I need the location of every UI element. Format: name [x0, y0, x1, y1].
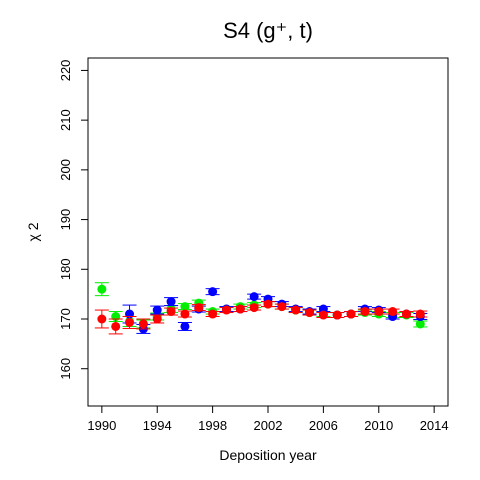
data-point — [318, 310, 328, 320]
y-tick-label: 210 — [58, 109, 73, 131]
data-point — [263, 299, 273, 309]
plot-area — [94, 282, 428, 335]
data-point — [97, 314, 107, 324]
data-point — [97, 284, 107, 294]
x-axis-label: Deposition year — [219, 447, 317, 463]
data-point — [152, 314, 162, 324]
y-tick-label: 180 — [58, 258, 73, 280]
data-point — [166, 297, 176, 307]
x-tick-label: 2002 — [254, 418, 283, 433]
data-point — [401, 309, 411, 319]
data-point — [346, 309, 356, 319]
x-tick-label: 1990 — [87, 418, 116, 433]
x-tick-label: 2010 — [364, 418, 393, 433]
y-tick-label: 220 — [58, 60, 73, 82]
data-point — [249, 292, 259, 302]
data-point — [111, 321, 121, 331]
data-point — [180, 321, 190, 331]
x-axis: 1990 1994 1998 2002 2006 2010 2014 — [87, 406, 449, 433]
data-point — [138, 319, 148, 329]
data-point — [388, 307, 398, 317]
data-point — [152, 305, 162, 315]
y-axis: 160 170 180 190 200 210 220 — [58, 60, 88, 380]
data-point — [180, 309, 190, 319]
data-point — [235, 304, 245, 314]
data-point — [166, 307, 176, 317]
y-tick-label: 190 — [58, 209, 73, 231]
data-point — [249, 303, 259, 313]
data-point — [194, 303, 204, 313]
data-point — [291, 305, 301, 315]
y-tick-label: 170 — [58, 308, 73, 330]
x-tick-label: 1994 — [143, 418, 172, 433]
data-point — [360, 307, 370, 317]
plot-frame — [87, 57, 449, 407]
data-point — [208, 309, 218, 319]
x-tick-label: 2014 — [420, 418, 449, 433]
data-point — [332, 310, 342, 320]
data-point — [415, 319, 425, 329]
y-tick-label: 200 — [58, 159, 73, 181]
chart-title: S4 (g⁺, t) — [223, 18, 313, 43]
x-tick-label: 1998 — [198, 418, 227, 433]
y-axis-label: χ 2 — [25, 222, 41, 241]
data-point — [125, 317, 135, 327]
data-point — [374, 307, 384, 317]
data-point — [415, 309, 425, 319]
x-tick-label: 2006 — [309, 418, 338, 433]
data-point — [305, 308, 315, 318]
y-tick-label: 160 — [58, 358, 73, 380]
data-point — [277, 302, 287, 312]
series-2 — [94, 299, 428, 335]
data-point — [180, 302, 190, 312]
data-point — [208, 287, 218, 297]
data-point — [221, 305, 231, 315]
